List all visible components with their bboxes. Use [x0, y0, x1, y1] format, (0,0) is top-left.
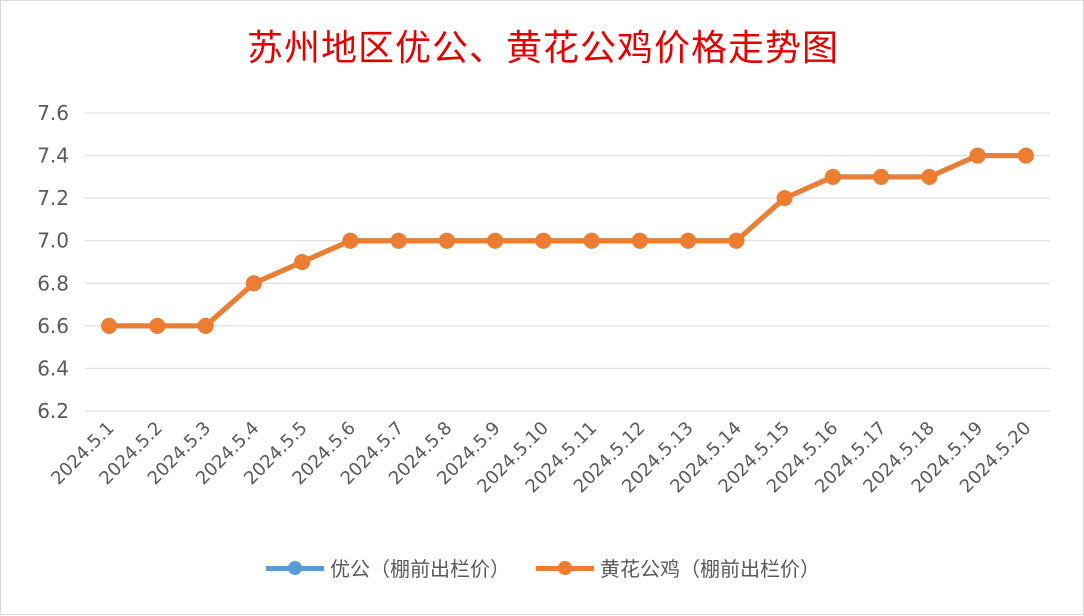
series-2-point[interactable] — [631, 232, 648, 249]
series-2-point[interactable] — [680, 232, 697, 249]
y-tick-label: 6.8 — [37, 271, 69, 295]
y-tick-label: 7.4 — [37, 144, 69, 168]
legend-swatch-series-2 — [536, 558, 594, 578]
series-2-point[interactable] — [535, 232, 552, 249]
series-2-point[interactable] — [776, 190, 793, 207]
y-tick-label: 6.4 — [37, 356, 69, 380]
series-2-point[interactable] — [197, 317, 214, 334]
y-tick-label: 6.6 — [37, 314, 69, 338]
series-2-point[interactable] — [487, 232, 504, 249]
series-2-point[interactable] — [245, 275, 262, 292]
series-2-point[interactable] — [438, 232, 455, 249]
series-2-point[interactable] — [728, 232, 745, 249]
chart-title: 苏州地区优公、黄花公鸡价格走势图 — [246, 28, 839, 69]
series-2-point[interactable] — [342, 232, 359, 249]
legend-item-series-1[interactable]: 优公（棚前出栏价） — [266, 553, 510, 582]
series-2-point[interactable] — [969, 147, 986, 164]
series-2-point[interactable] — [101, 317, 118, 334]
series-2-point[interactable] — [873, 168, 890, 185]
series-2-line — [109, 153, 1026, 329]
series-2 — [101, 147, 1034, 334]
legend-swatch-series-1 — [266, 558, 324, 578]
legend-item-series-2[interactable]: 黄花公鸡（棚前出栏价） — [536, 553, 820, 582]
legend: 优公（棚前出栏价） 黄花公鸡（棚前出栏价） — [1, 553, 1084, 582]
y-tick-label: 7.0 — [37, 229, 69, 253]
legend-label-series-2: 黄花公鸡（棚前出栏价） — [600, 557, 820, 581]
series-2-point[interactable] — [824, 168, 841, 185]
legend-label-series-1: 优公（棚前出栏价） — [330, 557, 510, 581]
series-2-point[interactable] — [149, 317, 166, 334]
gridlines — [85, 112, 1050, 412]
series-2-point[interactable] — [1017, 147, 1034, 164]
series-2-point[interactable] — [921, 168, 938, 185]
series-2-point[interactable] — [294, 254, 311, 270]
y-tick-label: 7.2 — [37, 186, 69, 210]
x-axis-ticks: 2024.5.12024.5.22024.5.32024.5.42024.5.5… — [47, 418, 1035, 498]
y-tick-label: 6.2 — [37, 399, 69, 423]
y-axis-ticks: 6.2 6.4 6.6 6.8 7.0 7.2 7.4 7.6 — [37, 101, 69, 423]
y-tick-label: 7.6 — [37, 101, 69, 125]
series-lines — [101, 147, 1034, 334]
series-2-point[interactable] — [390, 232, 407, 249]
series-2-point[interactable] — [583, 232, 600, 249]
